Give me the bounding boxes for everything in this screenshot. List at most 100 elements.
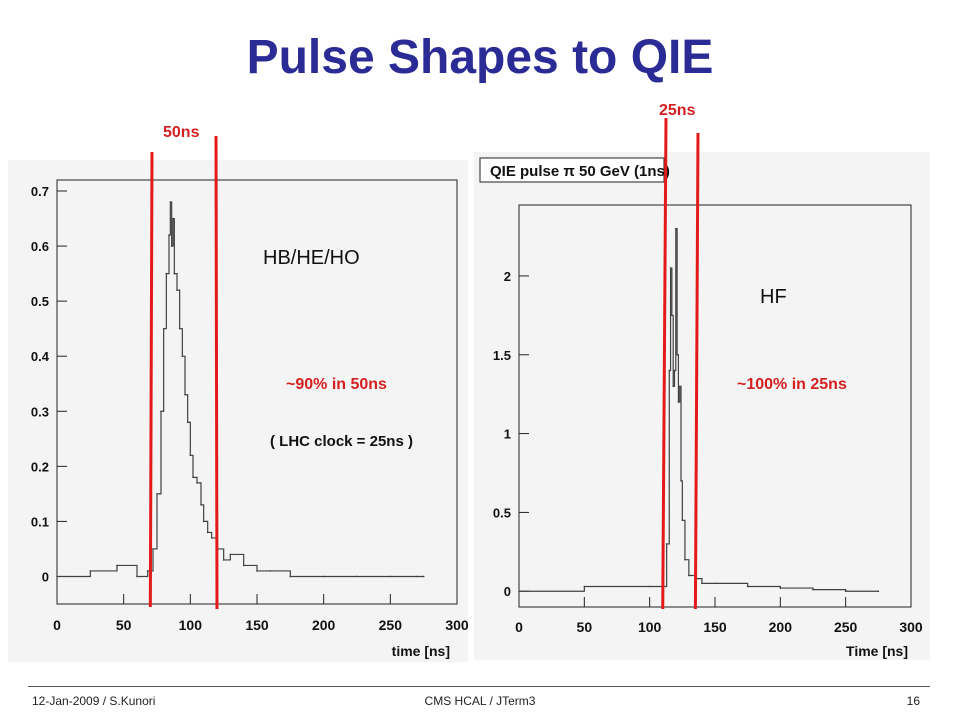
pulse-data-point	[181, 355, 184, 358]
left-fraction-label: ~90% in 50ns	[286, 376, 387, 393]
pulse-data-point	[189, 454, 192, 457]
pulse-data-point	[56, 575, 58, 578]
x-tick-label: 150	[245, 617, 269, 633]
pulse-data-point	[176, 289, 178, 291]
timing-window-marker	[148, 151, 154, 608]
pulse-data-point	[184, 393, 186, 396]
y-tick-label: 2	[504, 269, 511, 284]
y-tick-label: 0.7	[31, 184, 49, 199]
pulse-data-point	[665, 543, 668, 545]
pulse-data-point	[269, 570, 272, 572]
x-tick-label: 0	[53, 617, 61, 633]
pulse-data-point	[146, 570, 149, 572]
pulse-data-point	[89, 570, 92, 572]
pulse-data-point	[172, 217, 174, 220]
y-tick-label: 0.2	[31, 459, 49, 474]
pulse-data-point	[256, 570, 258, 572]
pulse-data-point	[518, 590, 520, 593]
pulse-data-point	[844, 590, 847, 593]
right-chart-panel	[474, 152, 930, 660]
pulse-data-point	[192, 476, 194, 479]
pulse-data-point	[673, 369, 676, 372]
footer-divider	[28, 686, 930, 687]
pulse-data-point	[681, 519, 684, 522]
y-tick-label: 0.3	[31, 404, 49, 419]
plot-frame	[56, 179, 458, 605]
y-tick-label: 0.6	[31, 239, 49, 254]
pulse-data-point	[202, 520, 205, 523]
pulse-data-point	[165, 272, 168, 275]
footer-page-number: 16	[906, 694, 920, 708]
right-fraction-label: ~100% in 25ns	[737, 376, 847, 393]
x-tick-label: 300	[899, 619, 923, 635]
pulse-data-point	[136, 575, 138, 578]
x-tick-label: 50	[116, 617, 132, 633]
slide-title: Pulse Shapes to QIE	[246, 31, 714, 84]
pulse-data-point	[779, 587, 782, 589]
pulse-data-point	[168, 234, 170, 236]
pulse-data-point	[680, 480, 682, 482]
pulse-data-point	[583, 585, 586, 588]
x-tick-label: 100	[638, 619, 662, 635]
x-tick-label: 200	[312, 617, 336, 633]
y-tick-label: 0	[504, 584, 511, 599]
y-tick-label: 1.5	[493, 348, 511, 363]
left-detector-label: HB/HE/HO	[263, 247, 360, 269]
pulse-data-point	[416, 575, 418, 578]
pulse-data-point	[422, 575, 425, 578]
x-tick-label: 50	[577, 619, 593, 635]
left-chart-panel	[8, 160, 468, 662]
pulse-data-point	[322, 575, 325, 578]
x-tick-label: 100	[179, 617, 203, 633]
pulse-data-point	[389, 575, 392, 578]
pulse-data-point	[676, 353, 678, 356]
pulse-data-point	[289, 575, 292, 578]
x-tick-label: 300	[445, 617, 469, 633]
x-tick-label: 0	[515, 619, 523, 635]
pulse-data-point	[173, 272, 176, 275]
pulse-data-point	[672, 385, 674, 388]
y-tick-label: 0.4	[31, 349, 50, 364]
pulse-data-point	[684, 558, 686, 561]
pulse-series-line	[57, 201, 424, 578]
timing-window-marker	[661, 117, 668, 610]
pulse-data-point	[160, 410, 162, 413]
hb-he-ho-pulse-chart: 0 50 100 150 200 250 300 0 0.1 0.2 0.3 0.4 0.5 0.6 0.7…	[31, 135, 469, 659]
pulse-data-point	[200, 504, 202, 506]
plot-frame	[518, 204, 912, 608]
pulse-data-point	[812, 588, 814, 591]
pulse-data-point	[688, 574, 690, 577]
pulse-data-point	[152, 548, 154, 550]
pulse-data-point	[206, 531, 209, 534]
pulse-data-point	[671, 314, 673, 317]
y-tick-label: 0	[42, 569, 49, 584]
pulse-series-line	[519, 228, 879, 592]
pulse-data-point	[116, 564, 118, 567]
pulse-data-point	[229, 553, 232, 556]
x-tick-label: 200	[769, 619, 793, 635]
timing-window-marker	[214, 135, 219, 610]
pulse-data-point	[242, 564, 245, 567]
pulse-data-point	[186, 421, 189, 424]
lhc-clock-note: ( LHC clock = 25ns )	[270, 433, 413, 450]
pulse-data-point	[222, 559, 225, 561]
pulse-data-point	[156, 493, 158, 495]
plot-title-box	[479, 157, 665, 183]
pulse-data-point	[746, 585, 749, 588]
y-tick-label: 0.1	[31, 514, 49, 529]
pulse-data-point	[169, 201, 172, 203]
pulse-data-point	[196, 482, 198, 484]
y-tick-label: 0.5	[493, 505, 511, 520]
x-tick-label: 250	[834, 619, 858, 635]
x-axis-title: Time [ns]	[846, 643, 908, 659]
y-tick-label: 0.5	[31, 294, 49, 309]
timing-window-marker	[693, 132, 700, 610]
pulse-data-point	[877, 590, 880, 593]
right-window-label: 25ns	[659, 102, 696, 119]
pulse-data-point	[678, 385, 681, 388]
y-tick-label: 1	[504, 427, 511, 442]
footer-author-date: 12-Jan-2009 / S.Kunori	[32, 694, 156, 708]
pulse-data-point	[714, 582, 716, 585]
pulse-data-point	[701, 582, 703, 585]
pulse-data-point	[648, 585, 651, 588]
